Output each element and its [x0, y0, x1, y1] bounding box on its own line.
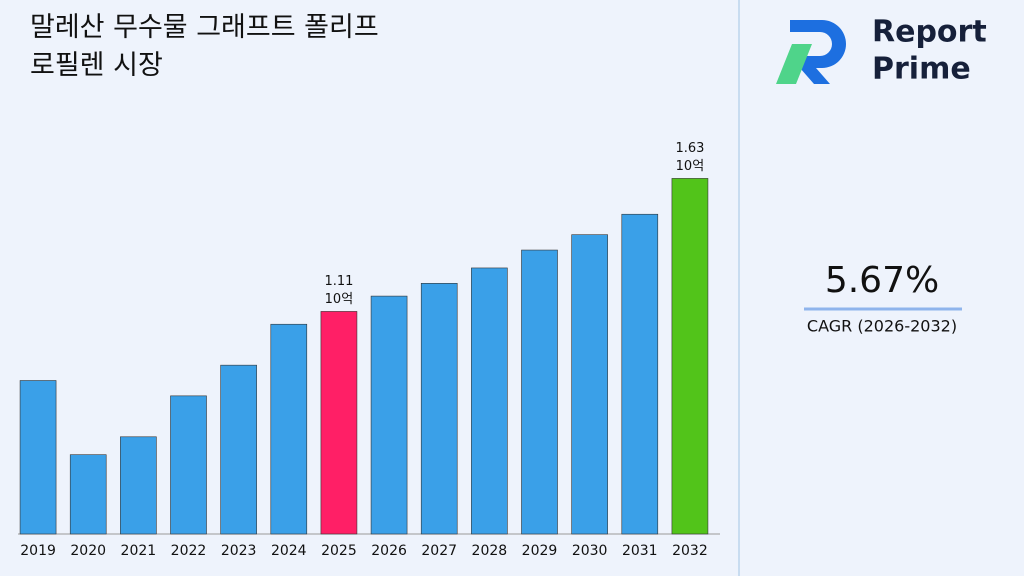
data-label: 1.63 — [675, 141, 704, 156]
bar — [671, 178, 709, 535]
brand-text: Report — [872, 15, 987, 50]
bar — [420, 283, 458, 535]
data-label-unit: 10억 — [325, 292, 354, 307]
data-label-unit: 10억 — [676, 159, 705, 174]
x-tick-label: 2023 — [221, 543, 257, 559]
x-tick-label: 2021 — [121, 543, 157, 559]
data-label: 1.11 — [324, 274, 353, 289]
x-tick-label: 2022 — [171, 543, 207, 559]
bar — [120, 436, 157, 535]
x-tick-label: 2029 — [522, 543, 558, 559]
x-tick-label: 2025 — [321, 543, 357, 559]
bar — [220, 364, 257, 535]
bar — [320, 311, 358, 535]
bar — [19, 380, 57, 535]
bar — [471, 267, 508, 535]
bar — [69, 454, 107, 535]
chart-title: 말레산 무수물 그래프트 폴리프 로필렌 시장 — [30, 12, 379, 81]
bar — [621, 213, 659, 535]
bar — [521, 249, 558, 535]
x-tick-label: 2028 — [472, 543, 508, 559]
bar — [571, 234, 608, 535]
logo-mark — [776, 44, 812, 84]
x-tick-label: 2026 — [371, 543, 407, 559]
logo: Report Prime — [776, 15, 987, 87]
x-tick-label: 2030 — [572, 543, 608, 559]
cagr-value: 5.67% — [825, 260, 939, 301]
bar — [270, 323, 308, 535]
cagr-label: CAGR (2026-2032) — [807, 317, 957, 336]
x-tick-label: 2019 — [20, 543, 56, 559]
brand-text: Prime — [872, 52, 971, 87]
x-tick-label: 2024 — [271, 543, 307, 559]
logo-mark — [790, 20, 846, 84]
bar — [170, 395, 207, 535]
x-tick-label: 2031 — [622, 543, 658, 559]
x-tick-label: 2020 — [70, 543, 106, 559]
bar — [370, 295, 408, 535]
x-tick-label: 2032 — [672, 543, 708, 559]
x-tick-label: 2027 — [421, 543, 457, 559]
